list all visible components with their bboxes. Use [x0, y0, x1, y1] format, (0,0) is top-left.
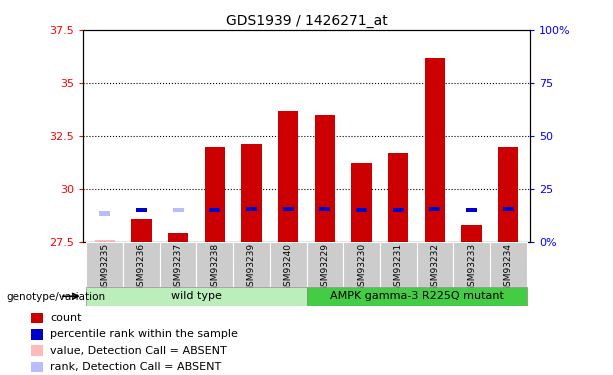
- Bar: [31, 345, 43, 356]
- Bar: [429, 207, 440, 212]
- Bar: [86, 242, 123, 287]
- Bar: [196, 242, 233, 287]
- Text: wild type: wild type: [171, 291, 222, 301]
- Bar: [246, 207, 257, 212]
- Bar: [173, 208, 184, 212]
- Bar: [343, 242, 380, 287]
- Text: GSM93233: GSM93233: [467, 243, 476, 292]
- Bar: [490, 242, 527, 287]
- Text: GSM93236: GSM93236: [137, 243, 146, 292]
- Bar: [283, 207, 294, 212]
- Text: GSM93229: GSM93229: [321, 243, 329, 292]
- Bar: [86, 287, 306, 306]
- Bar: [417, 242, 453, 287]
- Bar: [356, 208, 367, 212]
- Text: rank, Detection Call = ABSENT: rank, Detection Call = ABSENT: [50, 362, 221, 372]
- Title: GDS1939 / 1426271_at: GDS1939 / 1426271_at: [226, 13, 387, 28]
- Bar: [503, 207, 514, 212]
- Bar: [393, 208, 404, 212]
- Bar: [94, 240, 115, 242]
- Bar: [314, 115, 335, 242]
- Text: GSM93234: GSM93234: [504, 243, 512, 292]
- Bar: [462, 225, 482, 242]
- Bar: [31, 329, 43, 340]
- Bar: [306, 287, 527, 306]
- Text: GSM93239: GSM93239: [247, 243, 256, 292]
- Bar: [205, 147, 225, 242]
- Bar: [242, 144, 262, 242]
- Bar: [466, 208, 477, 212]
- Bar: [425, 57, 445, 242]
- Text: GSM93240: GSM93240: [284, 243, 292, 292]
- Bar: [131, 219, 151, 242]
- Text: percentile rank within the sample: percentile rank within the sample: [50, 329, 238, 339]
- Bar: [31, 362, 43, 372]
- Bar: [319, 207, 330, 212]
- Bar: [498, 147, 519, 242]
- Bar: [136, 208, 147, 212]
- Bar: [233, 242, 270, 287]
- Text: GSM93231: GSM93231: [394, 243, 403, 292]
- Bar: [380, 242, 417, 287]
- Bar: [351, 164, 371, 242]
- Bar: [270, 242, 306, 287]
- Text: GSM93230: GSM93230: [357, 243, 366, 292]
- Bar: [168, 233, 188, 242]
- Bar: [160, 242, 196, 287]
- Text: AMPK gamma-3 R225Q mutant: AMPK gamma-3 R225Q mutant: [330, 291, 503, 301]
- Bar: [453, 242, 490, 287]
- Bar: [209, 208, 220, 212]
- Bar: [123, 242, 160, 287]
- Text: GSM93235: GSM93235: [101, 243, 109, 292]
- Bar: [278, 111, 299, 242]
- Bar: [99, 211, 110, 216]
- Bar: [31, 313, 43, 323]
- Bar: [306, 242, 343, 287]
- Text: GSM93237: GSM93237: [173, 243, 183, 292]
- Text: GSM93232: GSM93232: [430, 243, 440, 292]
- Text: genotype/variation: genotype/variation: [6, 292, 105, 302]
- Bar: [388, 153, 408, 242]
- Text: GSM93238: GSM93238: [210, 243, 219, 292]
- Text: value, Detection Call = ABSENT: value, Detection Call = ABSENT: [50, 346, 227, 356]
- Text: count: count: [50, 313, 82, 323]
